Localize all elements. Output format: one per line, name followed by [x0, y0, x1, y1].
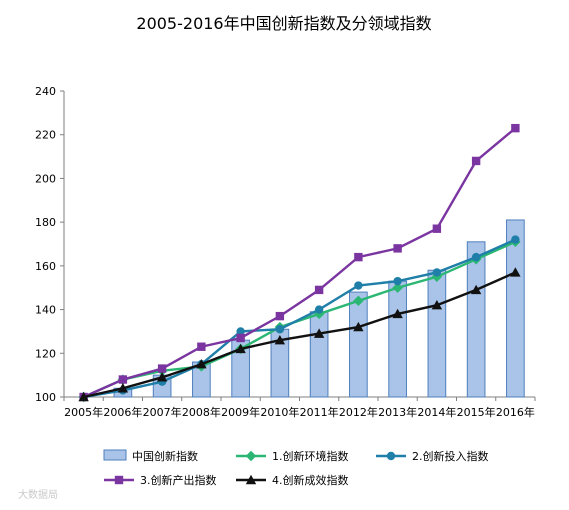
- y-tick-label: 100: [35, 391, 56, 404]
- data-point: [431, 300, 443, 310]
- data-point: [314, 285, 324, 295]
- data-point: [432, 224, 442, 233]
- data-point: [470, 284, 482, 295]
- y-tick-label: 160: [35, 260, 56, 273]
- x-tick-label: 2007年: [143, 405, 182, 419]
- data-point: [432, 268, 442, 277]
- y-tick-label: 120: [35, 347, 56, 360]
- x-tick-label: 2013年: [378, 405, 417, 419]
- legend: 中国创新指数 1.创新环境指数 2.创新投入指数 3.创新产出指数 4.创新成效指数: [103, 449, 489, 487]
- data-point: [274, 334, 286, 345]
- data-point: [117, 383, 129, 393]
- legend-swatch-bar: [103, 449, 127, 461]
- bar: [349, 291, 368, 398]
- x-tick-label: 2008年: [182, 405, 221, 419]
- watermark: 大数据局: [18, 490, 58, 501]
- y-tick-label: 240: [35, 85, 56, 98]
- data-point: [313, 328, 325, 338]
- data-point: [236, 333, 245, 343]
- bar: [388, 280, 407, 398]
- data-point: [196, 359, 207, 369]
- x-tick-label: 2015年: [457, 405, 496, 419]
- legend-marker: [245, 474, 257, 485]
- legend-marker: [245, 450, 257, 462]
- y-tick-label: 220: [35, 129, 56, 142]
- data-point: [393, 276, 402, 286]
- legend-label: 4.创新成效指数: [272, 473, 349, 487]
- data-point: [471, 156, 481, 166]
- data-point: [236, 327, 245, 336]
- x-tick-label: 2005年: [64, 405, 103, 419]
- data-point: [314, 305, 324, 314]
- bar: [466, 241, 486, 398]
- y-tick-label: 200: [35, 172, 56, 185]
- data-point: [156, 372, 168, 382]
- data-point: [118, 375, 128, 384]
- data-point: [354, 252, 363, 262]
- data-point: [511, 235, 520, 244]
- y-tick-label: 180: [35, 216, 56, 229]
- data-point: [275, 311, 285, 321]
- series-line: [83, 127, 517, 399]
- data-point: [353, 295, 364, 307]
- series-line: [83, 271, 516, 399]
- x-tick-label: 2011年: [300, 405, 339, 419]
- data-point: [157, 364, 167, 373]
- x-tick-label: 2009年: [221, 405, 260, 419]
- data-point: [392, 282, 403, 293]
- legend-label: 中国创新指数: [132, 449, 198, 463]
- data-point: [471, 252, 481, 262]
- legend-marker: [114, 475, 124, 485]
- x-tick-label: 2016年: [496, 405, 535, 419]
- x-tick-label: 2010年: [260, 405, 299, 419]
- x-tick-label: 2012年: [339, 405, 378, 419]
- legend-label: 1.创新环境指数: [272, 449, 349, 463]
- data-point: [510, 267, 521, 277]
- data-point: [354, 281, 363, 290]
- bar: [427, 269, 447, 398]
- data-point: [235, 343, 246, 354]
- legend-label: 3.创新产出指数: [140, 473, 217, 487]
- data-point: [511, 123, 520, 133]
- y-tick-label: 140: [35, 304, 56, 317]
- legend-label: 2.创新投入指数: [412, 449, 489, 463]
- chart-title: 2005-2016年中国创新指数及分领域指数: [136, 14, 431, 33]
- legend-marker: [386, 451, 396, 461]
- data-point: [78, 391, 89, 402]
- data-point: [197, 342, 206, 351]
- bar: [506, 219, 525, 398]
- data-point: [393, 244, 402, 253]
- series-line: [83, 238, 516, 399]
- data-point: [353, 321, 364, 332]
- data-point: [392, 308, 403, 319]
- bar: [309, 311, 329, 398]
- x-tick-label: 2006年: [103, 405, 142, 419]
- data-point: [275, 325, 285, 334]
- x-tick-label: 2014年: [417, 405, 456, 419]
